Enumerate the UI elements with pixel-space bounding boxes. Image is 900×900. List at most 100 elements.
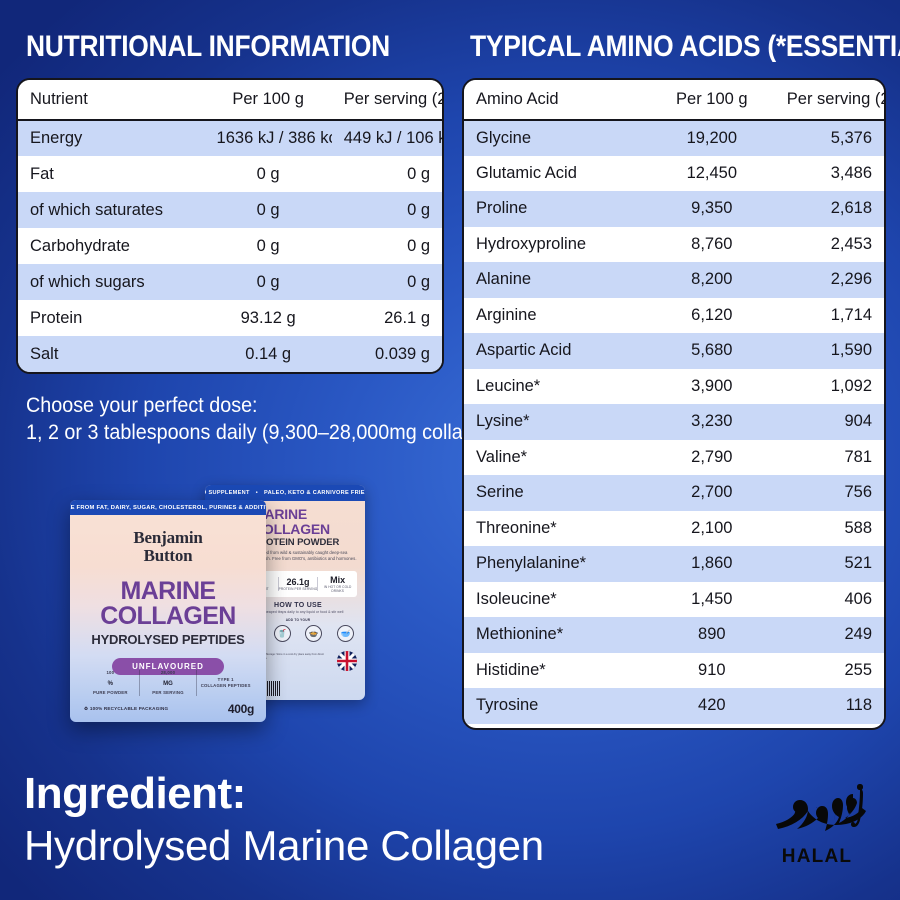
cell-name: Hydroxyproline [464,226,649,262]
table-row: Glycine 19,200 5,376 [464,120,884,156]
amino-table-card: Amino Acid Per 100 g Per serving (28g) G… [462,78,886,730]
cell-per-serving: 2,296 [774,262,884,298]
table-row: Serine 2,700 756 [464,475,884,511]
back-product-subtitle: PROTEIN POWDER [253,537,340,548]
back-stat-label: IN HOT OR COLD DRINKS [323,585,352,593]
brand-line-2: Button [143,545,193,565]
table-row: Hydroxyproline 8,760 2,453 [464,226,884,262]
cell-per-serving: 1,092 [774,368,884,404]
front-stat-label: COLLAGEN PEPTIDES [200,683,251,688]
bullet-icon: • [255,490,258,496]
front-stat-label: PURE POWDER [93,690,128,695]
cell-per-serving: 249 [774,617,884,653]
table-row: Histidine* 910 255 [464,652,884,688]
cell-per-100g: 9,350 [648,191,775,227]
halal-badge: HALAL [752,782,882,874]
cell-per-serving: 26.1 g [331,300,442,336]
table-row: Proline 9,350 2,618 [464,191,884,227]
net-weight: 400g [227,702,254,716]
cell-per-serving: 781 [774,439,884,475]
cell-per-100g: 2,790 [648,439,775,475]
cell-per-serving: 521 [774,546,884,582]
back-stat-value: 26.1g [286,577,310,587]
cell-name: Phenylalanine* [464,546,649,582]
cell-per-100g: 2,700 [648,475,775,511]
cell-name: Valine* [464,439,649,475]
cell-per-serving: 449 kJ / 106 kcal [331,120,442,156]
cell-per-serving: 118 [774,688,884,724]
nutrition-table-card: Nutrient Per 100 g Per serving (28g) Ene… [16,78,444,374]
front-banner: FREE FROM FAT, DAIRY, SUGAR, CHOLESTEROL… [70,500,266,515]
cell-name: of which saturates [18,192,205,228]
cell-name: Aspartic Acid [464,333,649,369]
cell-per-serving: 255 [774,652,884,688]
back-product-description: Sourced from wild & sustainably caught d… [253,550,357,561]
nutrition-table: Nutrient Per 100 g Per serving (28g) Ene… [18,80,442,372]
cell-name: Methionine* [464,617,649,653]
front-title-line-1: MARINE [120,577,216,605]
table-row: Protein 93.12 g 26.1 g [18,300,442,336]
cell-per-100g: 0 g [204,264,332,300]
dose-line-1: Choose your perfect dose: [26,394,258,417]
front-product-subtitle: HYDROLYSED PEPTIDES [91,632,245,647]
column-header-nutrient: Nutrient [18,80,205,121]
cell-per-100g: 1,450 [648,581,775,617]
amino-section-title: TYPICAL AMINO ACIDS (*ESSENTIAL) [470,30,900,63]
recyclable-label: ♻ 100% RECYCLABLE PACKAGING [84,706,169,711]
cell-per-100g: 19,200 [648,120,775,156]
cell-per-100g: 910 [648,652,775,688]
front-product-title: MARINE COLLAGEN [80,579,256,629]
dose-line-2: 1, 2 or 3 tablespoons daily (9,300–28,00… [26,421,503,444]
front-stat-label: PER SERVING [152,690,184,695]
cell-per-100g: 2,100 [648,510,775,546]
cell-name: Salt [18,336,205,372]
cell-name: Arginine [464,297,649,333]
back-product-title: MARINE COLLAGEN [253,507,359,536]
table-row: Valine* 2,790 781 [464,439,884,475]
cell-name: Fat [18,156,205,192]
cell-per-serving: 904 [774,404,884,440]
column-header-per-100g: Per 100 g [204,80,332,121]
table-header-row: Nutrient Per 100 g Per serving (28g) [18,80,442,121]
front-footer: ♻ 100% RECYCLABLE PACKAGING 400g [84,702,254,716]
back-stat-label: PROTEIN PER SERVING [278,587,318,591]
back-stat-value: Mix [330,575,346,585]
front-stat: 28,000 MG PER SERVING [140,670,198,696]
table-row: Glutamic Acid 12,450 3,486 [464,155,884,191]
ingredient-block: Ingredient: Hydrolysed Marine Collagen [24,768,544,872]
halal-arabic-icon [776,784,866,831]
cell-per-100g: 8,760 [648,226,775,262]
cell-per-serving: 0 g [331,228,442,264]
cell-per-serving: 406 [774,581,884,617]
cell-name: Glycine [464,120,649,156]
table-row: Tyrosine 420 118 [464,688,884,724]
how-to-use-body: Add 1x heaped tbsps daily to any liquid … [252,610,344,614]
table-row: Methionine* 890 249 [464,617,884,653]
cell-per-100g: 0.14 g [204,336,332,372]
back-title-line-2: COLLAGEN [253,520,330,537]
front-stat: TYPE 1 COLLAGEN PEPTIDES [197,677,254,689]
table-header-row: Amino Acid Per 100 g Per serving (28g) [464,80,884,121]
cell-per-serving: 0 g [331,156,442,192]
table-row: Threonine* 2,100 588 [464,510,884,546]
back-banner: FOOD SUPPLEMENT • PALEO, KETO & CARNIVOR… [205,485,365,501]
back-banner-left: FOOD SUPPLEMENT [205,490,250,496]
mortar-icon: 🥣 [336,624,354,642]
ingredient-value: Hydrolysed Marine Collagen [24,822,544,869]
amino-table-body: Glycine 19,200 5,376 Glutamic Acid 12,450 3,4… [464,120,884,724]
cell-per-serving: 0.039 g [331,336,442,372]
cell-per-serving: 588 [774,510,884,546]
cell-name: Threonine* [464,510,649,546]
table-row: Leucine* 3,900 1,092 [464,368,884,404]
column-header-per-serving: Per serving (28g) [774,80,884,121]
cell-name: Energy [18,120,205,156]
cell-per-100g: 12,450 [648,155,775,191]
front-stat-value: 100% [106,670,115,687]
cell-name: Isoleucine* [464,581,649,617]
